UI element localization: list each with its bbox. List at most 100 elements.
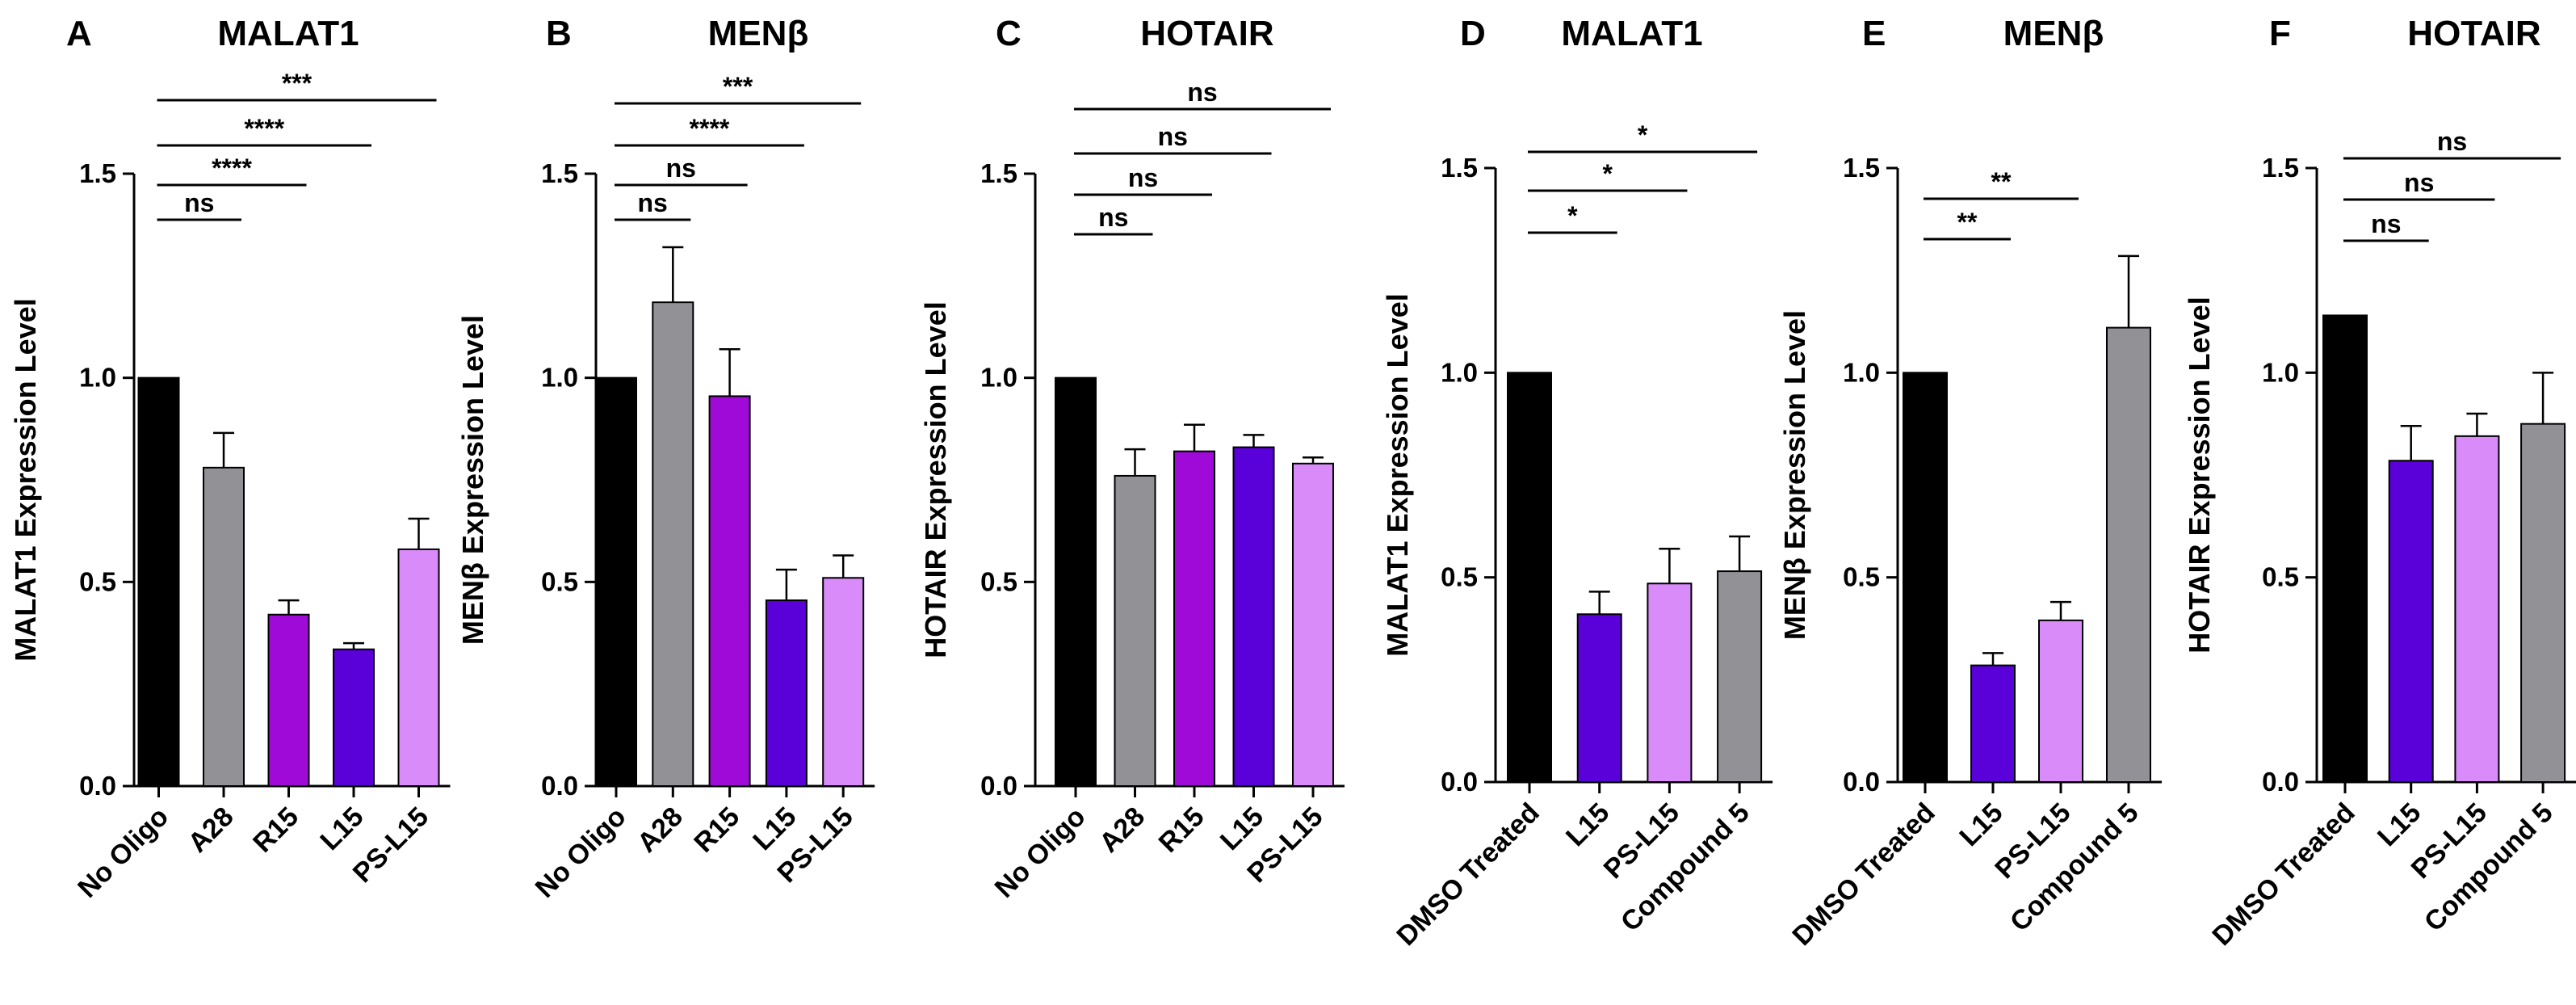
y-tick-label: 1.5: [980, 158, 1017, 188]
significance-label: ns: [666, 153, 696, 183]
chart-title: HOTAIR: [2407, 14, 2540, 53]
y-tick-label: 0.5: [1441, 562, 1478, 592]
bar-a28: [1114, 474, 1156, 787]
bar-no-oligo: [1055, 376, 1097, 787]
bar-compound-5: [2520, 423, 2566, 784]
y-axis-label: MENβ Expression Level: [1778, 310, 1811, 640]
significance-label: ns: [2371, 209, 2401, 238]
panel-e: E MENβ MENβ Expression Level 0.0 0.5 1.0 1.5 DM…: [1778, 14, 2162, 952]
x-tick-label: A28: [631, 801, 689, 859]
panel-letter: A: [66, 14, 92, 53]
panel-f: F HOTAIR HOTAIR Expression Level 0.0 0.5 1.0 1…: [2183, 14, 2576, 952]
panel-letter: B: [546, 14, 572, 53]
y-tick-label: 1.0: [980, 363, 1017, 393]
bar-no-oligo: [595, 376, 637, 787]
significance-label: *: [1602, 159, 1613, 188]
y-tick-label: 0.0: [2262, 767, 2299, 797]
y-tick-label: 1.5: [2262, 153, 2299, 183]
y-tick-label: 1.0: [1843, 357, 1880, 387]
y-tick-label: 1.5: [1441, 153, 1478, 183]
y-tick-label: 1.5: [1843, 153, 1880, 183]
x-tick-label: No Oligo: [530, 801, 632, 904]
bar-l15: [1970, 664, 2016, 783]
x-tick-label: DMSO Treated: [1786, 797, 1940, 952]
significance-label: **: [1957, 208, 1978, 237]
bar-compound-5: [2106, 326, 2151, 784]
bar-r15: [1173, 450, 1215, 787]
x-tick-label: L15: [2372, 797, 2427, 852]
bar-ps-l15: [1647, 582, 1693, 783]
y-tick-label: 1.0: [2262, 357, 2299, 387]
significance-label: ns: [2404, 168, 2434, 197]
bar-l15: [1576, 613, 1622, 783]
bar-dmso-treated: [1507, 372, 1552, 783]
x-tick-label: R15: [1153, 801, 1210, 859]
chart-title: MENβ: [708, 14, 809, 53]
y-tick-label: 0.0: [79, 771, 116, 801]
x-tick-label: DMSO Treated: [2206, 797, 2360, 952]
panel-letter: D: [1460, 14, 1486, 53]
bar-compound-5: [1717, 570, 1763, 783]
y-tick-label: 0.5: [79, 566, 116, 596]
chart-title: HOTAIR: [1140, 14, 1273, 53]
y-axis-label: MENβ Expression Level: [456, 315, 489, 645]
x-tick-label: L15: [314, 801, 369, 856]
significance-label: *: [1567, 201, 1578, 230]
panel-letter: F: [2269, 14, 2291, 53]
bar-ps-l15: [397, 548, 440, 787]
chart-title: MENβ: [2003, 14, 2104, 53]
y-axis-label: HOTAIR Expression Level: [2183, 296, 2216, 653]
y-tick-label: 0.5: [2262, 562, 2299, 592]
panel-d: D MALAT1 MALAT1 Expression Level 0.0 0.5 1.0 1…: [1381, 14, 1773, 952]
significance-label: ns: [1187, 78, 1217, 107]
bar-dmso-treated: [2322, 314, 2368, 783]
y-axis-label: HOTAIR Expression Level: [919, 301, 952, 658]
bar-dmso-treated: [1903, 372, 1948, 783]
bar-ps-l15: [1292, 462, 1334, 788]
significance-label: ***: [282, 69, 313, 98]
x-tick-label: L15: [1560, 797, 1615, 852]
bar-no-oligo: [137, 376, 180, 787]
bar-l15: [765, 599, 808, 787]
significance-label: ****: [690, 114, 730, 143]
y-tick-label: 0.5: [541, 566, 578, 596]
bar-ps-l15: [2038, 619, 2083, 783]
x-tick-label: L15: [1953, 797, 2008, 852]
y-tick-label: 1.0: [79, 363, 116, 393]
panel-b: B MENβ MENβ Expression Level 0.0 0.5 1.0 1.5 No…: [456, 14, 875, 904]
significance-label: ns: [2437, 127, 2467, 156]
y-tick-label: 0.0: [1843, 767, 1880, 797]
bar-r15: [267, 613, 310, 788]
y-axis-label: MALAT1 Expression Level: [9, 298, 42, 661]
significance-label: ****: [244, 114, 284, 143]
x-tick-label: No Oligo: [72, 801, 174, 904]
bar-l15: [333, 648, 375, 787]
chart-title: MALAT1: [217, 14, 359, 53]
significance-label: ns: [184, 188, 214, 217]
x-tick-label: A28: [1093, 801, 1151, 859]
y-tick-label: 0.5: [980, 566, 1017, 596]
bar-ps-l15: [2454, 435, 2500, 783]
significance-label: ns: [1098, 203, 1128, 232]
y-tick-label: 0.0: [1441, 767, 1478, 797]
panel-a: A MALAT1 MALAT1 Expression Level 0.0 0.5 1.0 1…: [9, 14, 451, 904]
bar-a28: [652, 301, 694, 787]
significance-label: **: [1991, 167, 2012, 196]
panel-c: C HOTAIR HOTAIR Expression Level 0.0 0.5 1.0 1…: [919, 14, 1345, 904]
bar-ps-l15: [822, 577, 865, 788]
x-tick-label: R15: [688, 801, 745, 859]
significance-label: ns: [1128, 163, 1158, 192]
y-tick-label: 0.5: [1843, 562, 1880, 592]
panel-letter: C: [996, 14, 1022, 53]
y-tick-label: 0.0: [541, 771, 578, 801]
x-tick-label: No Oligo: [989, 801, 1092, 904]
x-tick-label: DMSO Treated: [1391, 797, 1545, 952]
bar-l15: [2388, 460, 2434, 783]
significance-label: *: [1638, 120, 1648, 149]
y-tick-label: 1.0: [541, 363, 578, 393]
bar-l15: [1232, 446, 1275, 787]
y-tick-label: 1.5: [79, 158, 116, 188]
bar-r15: [708, 395, 751, 787]
y-tick-label: 1.0: [1441, 357, 1478, 387]
